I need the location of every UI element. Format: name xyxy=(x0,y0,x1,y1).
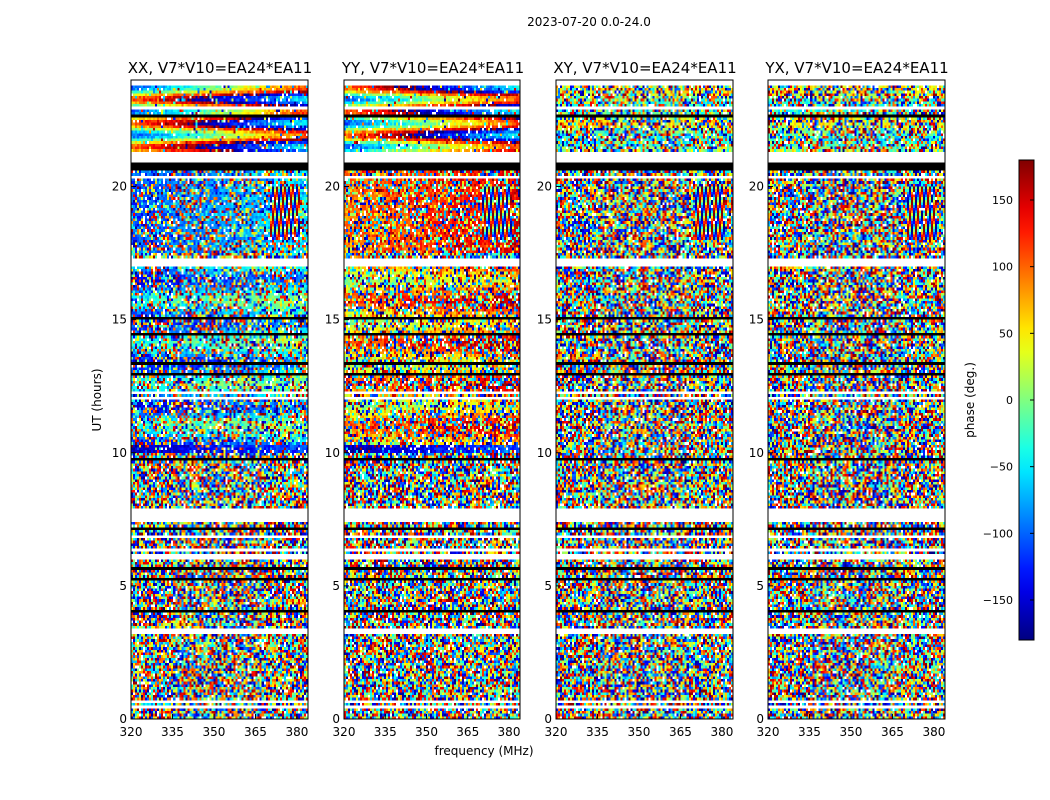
colorbar-tick-label: 150 xyxy=(992,194,1013,207)
y-tick-label: 20 xyxy=(537,180,552,194)
y-axis-label: UT (hours) xyxy=(90,368,104,431)
panel-title-xx: XX, V7*V10=EA24*EA11 xyxy=(128,59,312,77)
figure-title: 2023-07-20 0.0-24.0 xyxy=(527,15,651,29)
y-tick-label: 20 xyxy=(749,180,764,194)
x-tick-label: 350 xyxy=(840,725,863,739)
y-tick-label: 0 xyxy=(544,712,552,726)
y-tick-label: 0 xyxy=(332,712,340,726)
x-tick-label: 350 xyxy=(628,725,651,739)
colorbar-tick-label: −100 xyxy=(983,527,1013,540)
panel-title-xy: XY, V7*V10=EA24*EA11 xyxy=(553,59,736,77)
x-tick-label: 350 xyxy=(415,725,438,739)
axes-frame xyxy=(767,79,946,720)
x-tick-label: 365 xyxy=(456,725,479,739)
heatmap-yy xyxy=(344,80,520,719)
colorbar-tick-label: 0 xyxy=(1006,394,1013,407)
heatmap-xx xyxy=(131,80,308,719)
y-tick-label: 10 xyxy=(112,446,127,460)
panel-xy: XY, V7*V10=EA24*EA11 xyxy=(553,59,736,77)
y-tick-label: 20 xyxy=(325,180,340,194)
heatmap-xy xyxy=(556,80,733,719)
x-tick-label: 365 xyxy=(669,725,692,739)
y-tick-label: 5 xyxy=(332,579,340,593)
x-tick-label: 320 xyxy=(545,725,568,739)
colorbar: 150 100 50 0 −50 −100 −150 xyxy=(983,159,1035,641)
panel-title-yx: YX, V7*V10=EA24*EA11 xyxy=(764,59,948,77)
colorbar-tick-label: 100 xyxy=(992,261,1013,274)
axes-frame xyxy=(555,79,734,720)
y-tick-label: 5 xyxy=(544,579,552,593)
y-tick-label: 10 xyxy=(537,446,552,460)
x-tick-label: 380 xyxy=(922,725,945,739)
colorbar-tick-label: 50 xyxy=(999,327,1013,340)
x-tick-label: 335 xyxy=(586,725,609,739)
axes-frame xyxy=(130,79,309,720)
x-tick-label: 335 xyxy=(161,725,184,739)
y-tick-label: 15 xyxy=(537,313,552,327)
colorbar-tick-label: −150 xyxy=(983,594,1013,607)
x-axis-label: frequency (MHz) xyxy=(434,744,533,758)
y-tick-label: 15 xyxy=(325,313,340,327)
y-tick-label: 20 xyxy=(112,180,127,194)
colorbar-label: phase (deg.) xyxy=(963,362,977,438)
x-tick-label: 320 xyxy=(120,725,143,739)
x-tick-label: 380 xyxy=(710,725,733,739)
y-tick-label: 10 xyxy=(749,446,764,460)
y-tick-label: 5 xyxy=(756,579,764,593)
x-tick-label: 335 xyxy=(374,725,397,739)
heatmap-layer xyxy=(131,80,945,719)
axes-layer: 320 335 350 365 380 0 5 10 15 20 320 335 350 365 380 0 5… xyxy=(112,79,946,739)
panel-yx: YX, V7*V10=EA24*EA11 xyxy=(764,59,948,77)
y-tick-label: 0 xyxy=(119,712,127,726)
x-tick-label: 380 xyxy=(498,725,521,739)
x-tick-label: 320 xyxy=(757,725,780,739)
y-tick-label: 10 xyxy=(325,446,340,460)
panel-yy: YY, V7*V10=EA24*EA11 xyxy=(341,59,524,77)
x-tick-label: 380 xyxy=(285,725,308,739)
x-tick-label: 320 xyxy=(333,725,356,739)
y-tick-label: 15 xyxy=(112,313,127,327)
y-tick-label: 0 xyxy=(756,712,764,726)
x-tick-label: 350 xyxy=(203,725,226,739)
x-tick-label: 335 xyxy=(798,725,821,739)
x-tick-label: 365 xyxy=(244,725,267,739)
colorbar-tick-label: −50 xyxy=(990,461,1013,474)
panel-title-yy: YY, V7*V10=EA24*EA11 xyxy=(341,59,524,77)
panel-xx: XX, V7*V10=EA24*EA11 xyxy=(128,59,312,77)
x-tick-label: 365 xyxy=(881,725,904,739)
y-tick-label: 5 xyxy=(119,579,127,593)
heatmap-yx xyxy=(768,80,945,719)
y-tick-label: 15 xyxy=(749,313,764,327)
axes-frame xyxy=(343,79,521,720)
